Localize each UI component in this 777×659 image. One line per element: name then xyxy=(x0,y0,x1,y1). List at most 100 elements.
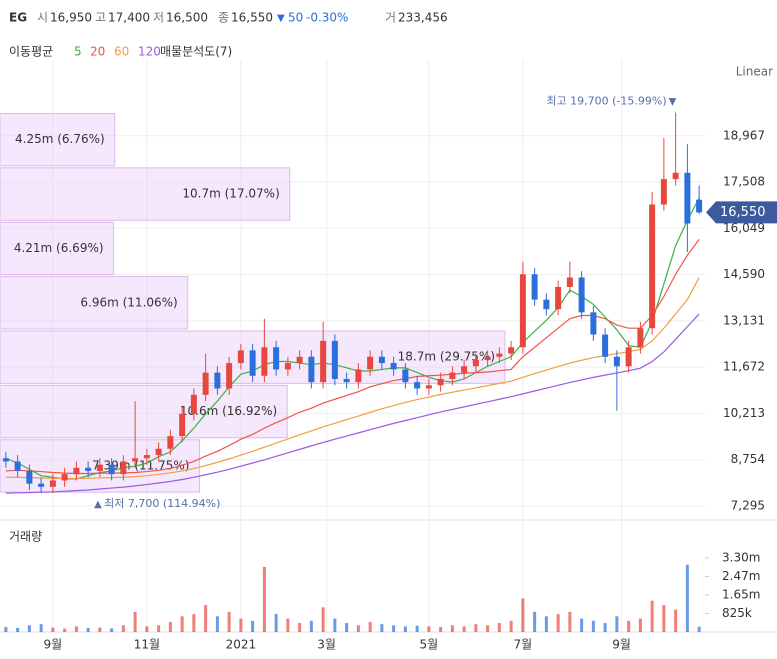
volume-bar xyxy=(638,618,642,632)
scale-label[interactable]: Linear xyxy=(736,65,773,79)
low-label: 최저 7,700 (114.94%) xyxy=(104,497,220,510)
volume-bar xyxy=(403,626,407,632)
candle-body xyxy=(378,356,385,364)
volume-bar xyxy=(157,625,161,632)
volume-profile-label: 4.21m (6.69%) xyxy=(14,241,104,255)
volume-bar xyxy=(462,626,466,632)
candle-body xyxy=(296,356,303,364)
volume-profile-label: 10.6m (16.92%) xyxy=(180,404,277,418)
candle-body xyxy=(367,356,374,370)
volume-bar xyxy=(333,618,337,632)
candle-body xyxy=(578,277,585,313)
candle-body xyxy=(190,394,197,414)
volume-bar xyxy=(474,624,478,632)
volume-profile-bar xyxy=(0,113,116,167)
volume-bar xyxy=(133,611,137,632)
volume-tick-label: 825k xyxy=(722,606,752,620)
legend-entry: 5 xyxy=(74,45,82,59)
volume-bar xyxy=(486,625,490,632)
candle-body xyxy=(320,340,327,383)
header-value: 16,550 xyxy=(231,11,273,25)
volume-bar xyxy=(227,611,231,632)
volume-bar xyxy=(4,627,8,632)
moving-average xyxy=(5,313,700,494)
candle-body xyxy=(425,385,432,389)
candle-body xyxy=(273,347,280,370)
volume-profile-label: 6.96m (11.06%) xyxy=(80,295,177,309)
volume-bar xyxy=(321,607,325,632)
x-tick-label: 11월 xyxy=(134,638,160,652)
volume-profile-label: 7.39m (11.75%) xyxy=(92,458,189,472)
volume-bar xyxy=(568,611,572,632)
volume-profile-bar xyxy=(0,221,115,276)
volume-title: 거래량 xyxy=(9,530,42,544)
volume-profile-bar xyxy=(0,276,189,330)
volume-bar xyxy=(615,616,619,632)
candle-body xyxy=(143,455,150,459)
volume-profile-label: 18.7m (29.75%) xyxy=(398,350,495,364)
candle-body xyxy=(660,179,667,205)
volume-bar xyxy=(580,618,584,632)
candle-body xyxy=(519,274,526,348)
volume-bar xyxy=(521,598,525,632)
candle-body xyxy=(402,369,409,383)
volume-bar xyxy=(662,605,666,632)
candle-body xyxy=(214,372,221,389)
candle-body xyxy=(684,172,691,224)
candle-body xyxy=(672,172,679,180)
candle-body xyxy=(472,359,479,367)
header-value: 16,950 xyxy=(50,11,92,25)
volume-bar xyxy=(556,614,560,632)
volume-bar xyxy=(368,621,372,632)
candle-body xyxy=(108,464,115,475)
candle-body xyxy=(390,363,397,370)
candle-body xyxy=(96,464,103,471)
volume-bar xyxy=(392,625,396,632)
overlay-label[interactable]: 매물분석도(7) xyxy=(160,45,232,59)
volume-profile-label: 10.7m (17.07%) xyxy=(182,187,279,201)
candle-body xyxy=(637,328,644,348)
y-tick-label: 13,131 xyxy=(723,313,765,327)
header-label: 시 xyxy=(37,11,48,25)
legend-entry: 20 xyxy=(90,45,105,59)
volume-bar xyxy=(603,623,607,632)
volume-bar xyxy=(650,600,654,632)
candle-body xyxy=(202,372,209,395)
y-tick-label: 7,295 xyxy=(731,498,765,512)
header-label: 고 xyxy=(95,11,106,25)
x-tick-label: 7월 xyxy=(514,638,533,652)
candle-body xyxy=(308,356,315,383)
volume-bar xyxy=(674,609,678,632)
change-arrow: ▼ xyxy=(277,13,285,24)
header-value: 17,400 xyxy=(108,11,150,25)
header-value: 233,456 xyxy=(398,11,448,25)
volume-bar xyxy=(497,623,501,632)
volume-bar xyxy=(685,564,689,632)
candle-body xyxy=(566,277,573,287)
candle-body xyxy=(14,461,21,471)
symbol: EG xyxy=(9,11,27,25)
candle-body xyxy=(2,458,9,462)
y-tick-label: 8,754 xyxy=(731,452,765,466)
y-tick-label: 14,590 xyxy=(723,267,765,281)
volume-bar xyxy=(380,624,384,632)
price-tag xyxy=(706,201,777,224)
candle-body xyxy=(696,199,703,213)
candle-body xyxy=(120,461,127,475)
volume-bar xyxy=(16,627,20,632)
candle-body xyxy=(484,356,491,360)
x-tick-label: 5월 xyxy=(420,638,439,652)
header-value: 16,500 xyxy=(166,11,208,25)
candle-body xyxy=(437,378,444,386)
x-tick-label: 2021 xyxy=(226,638,257,652)
volume-bar xyxy=(168,621,172,632)
candle-body xyxy=(331,340,338,379)
volume-bar xyxy=(627,620,631,632)
candle-body xyxy=(531,274,538,300)
volume-bar xyxy=(356,625,360,632)
candle-body xyxy=(555,286,562,310)
candle-body xyxy=(613,356,620,367)
volume-bar xyxy=(98,627,102,632)
candle-body xyxy=(73,467,80,475)
